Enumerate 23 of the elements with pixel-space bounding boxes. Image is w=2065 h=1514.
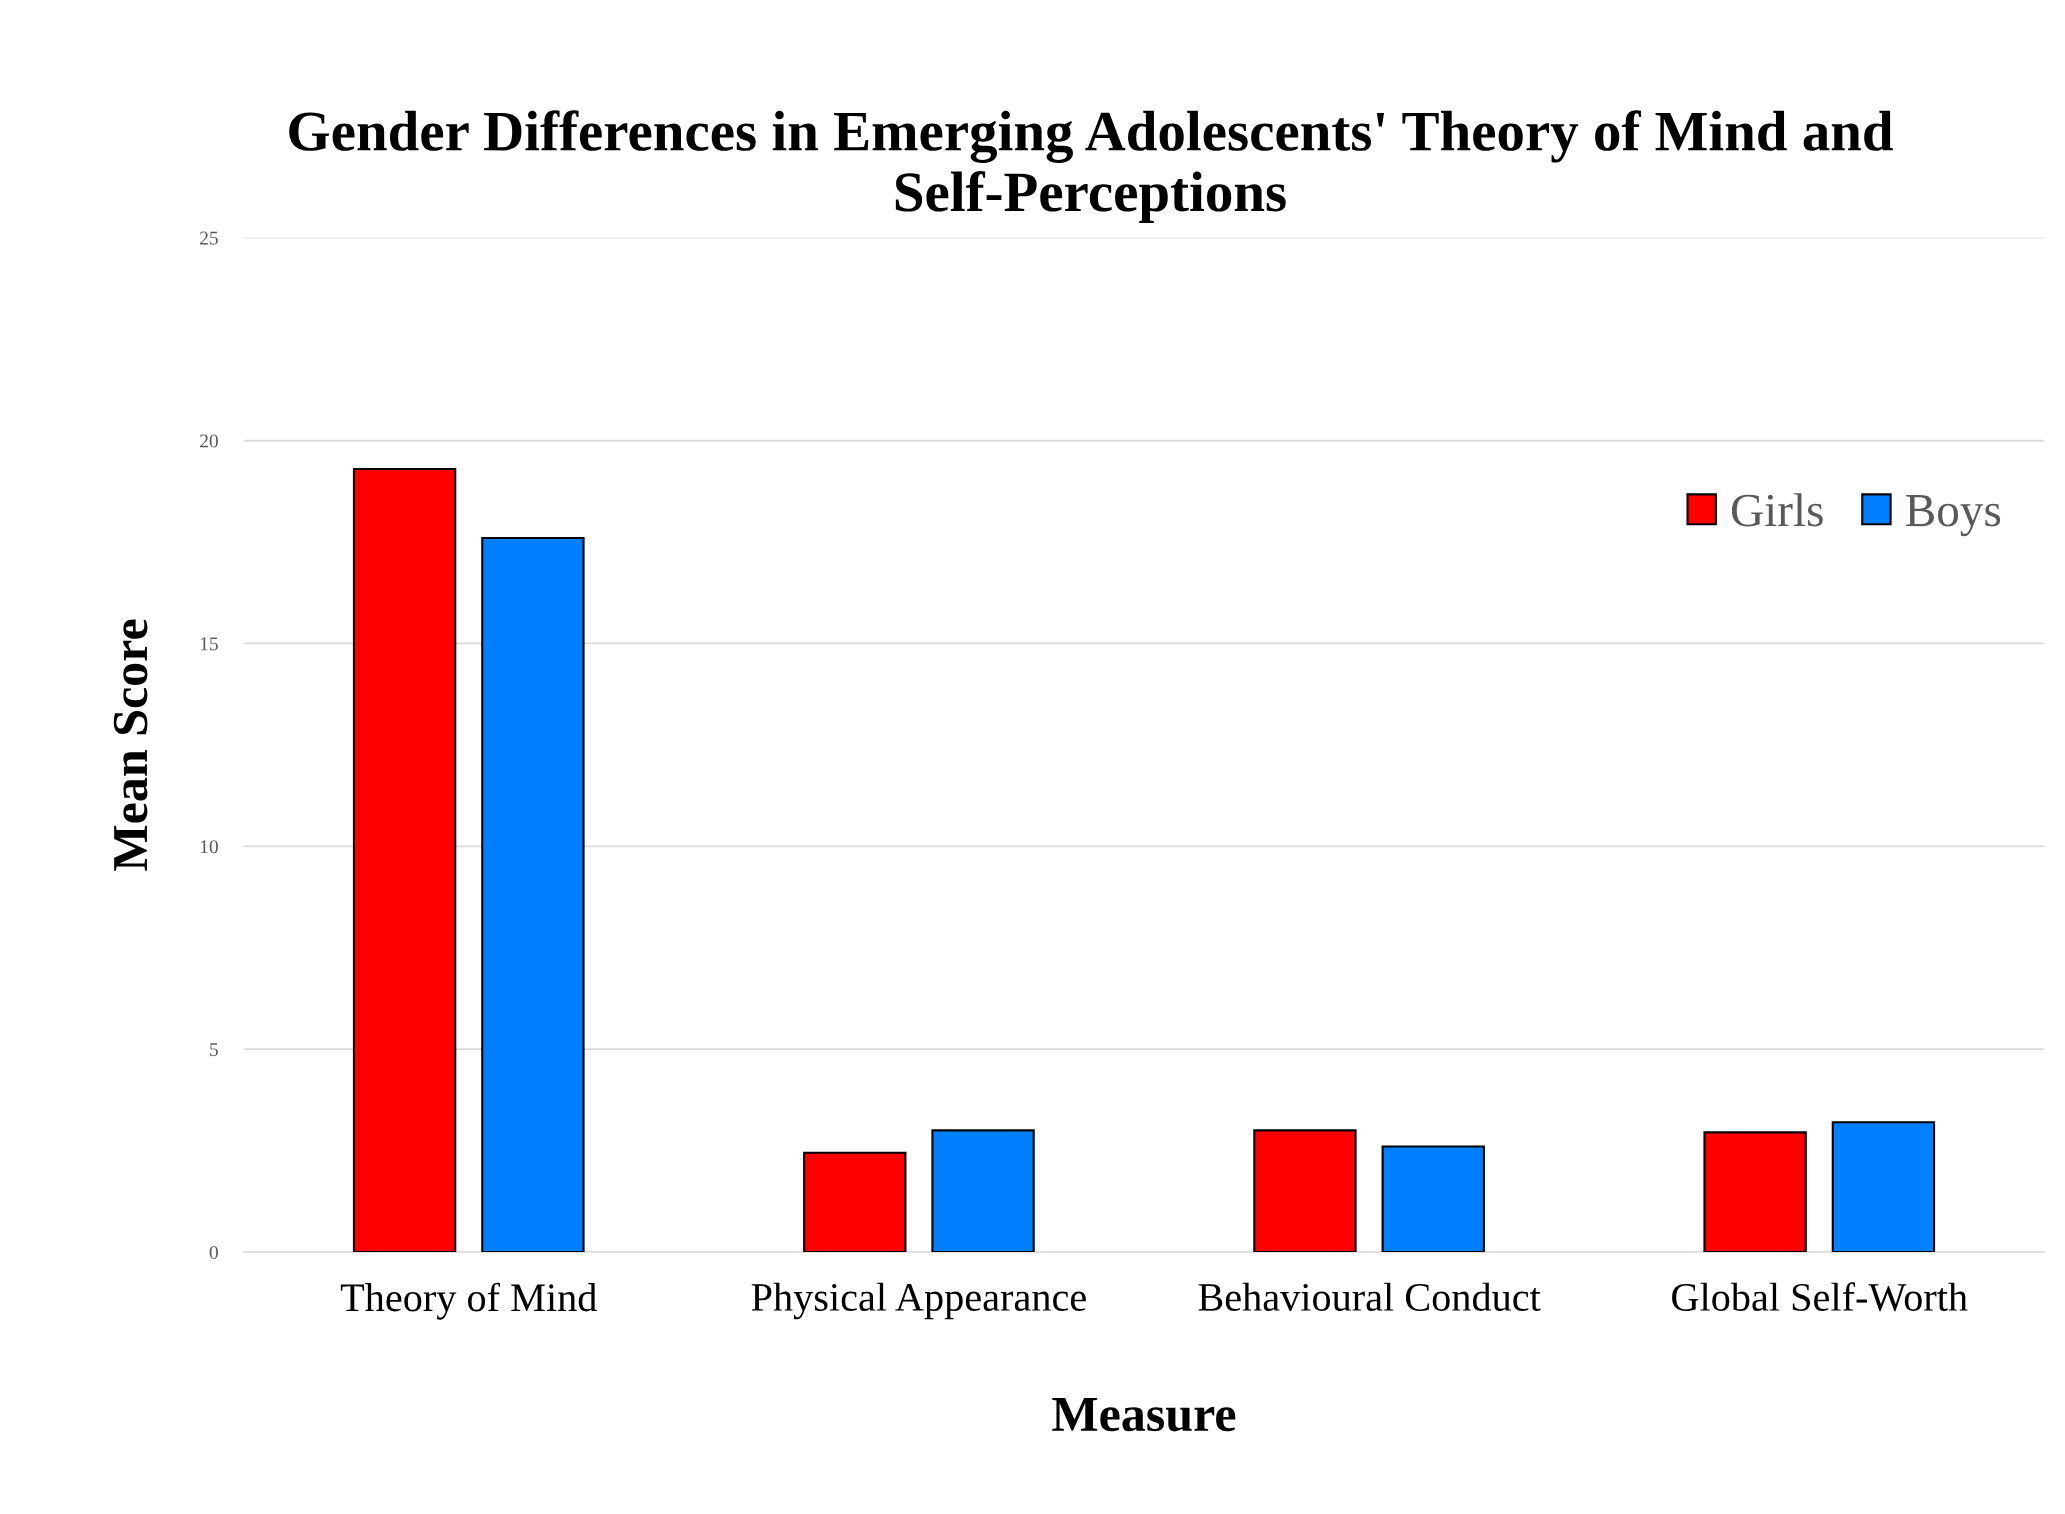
x-tick-label: Physical Appearance <box>751 1282 1086 1320</box>
x-tick-label: Behavioural Conduct <box>1198 1282 1541 1311</box>
bar <box>352 467 457 1253</box>
legend-label: Girls <box>1731 493 1823 527</box>
x-tick-label: Theory of Mind <box>340 1282 597 1320</box>
bar <box>931 1129 1035 1253</box>
bar <box>1253 1129 1357 1253</box>
x-tick-label: Global Self-Worth <box>1672 1282 1968 1312</box>
x-axis-title: Measure <box>1052 1398 1236 1432</box>
chart-title: Gender Differences in Emerging Adolescents' Theory of Mind and Self-Perceptions <box>289 110 1893 224</box>
y-tick-label: 25 <box>200 231 218 245</box>
y-tick-label: 5 <box>210 1043 218 1057</box>
y-tick-label: 20 <box>200 434 218 448</box>
bar <box>1831 1121 1936 1253</box>
bar <box>1381 1145 1485 1253</box>
bar <box>803 1151 907 1253</box>
y-tick-label: 10 <box>200 840 218 854</box>
y-axis-title: Mean Score <box>113 619 148 871</box>
y-tick-label: 15 <box>200 637 218 651</box>
bar <box>1703 1131 1807 1253</box>
bar <box>481 536 585 1253</box>
legend-label: Boys <box>1906 495 2001 537</box>
y-tick-label: 0 <box>209 1245 218 1260</box>
